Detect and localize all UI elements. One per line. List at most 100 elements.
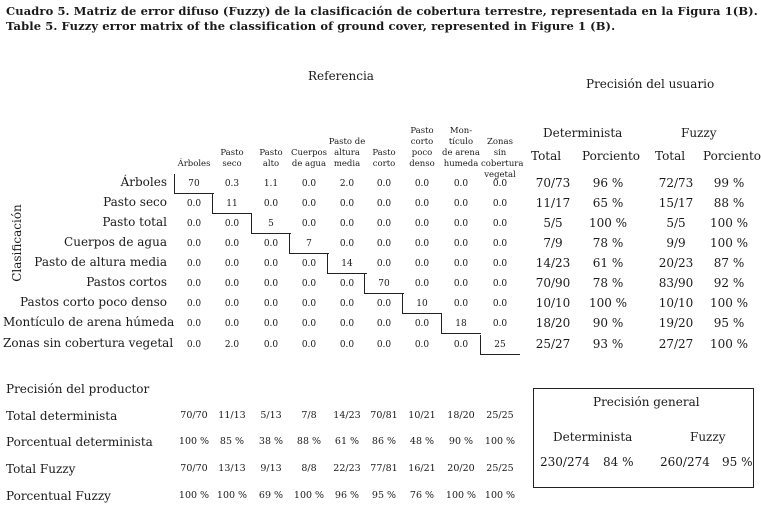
user-accuracy-det-pct: 65 % [592, 196, 624, 210]
overall-accuracy-box [533, 388, 754, 488]
row-label: Pasto seco [103, 195, 167, 209]
matrix-cell: 0.0 [339, 239, 355, 249]
matrix-cell: 0.0 [301, 259, 317, 269]
matrix-cell: 0.0 [301, 299, 317, 309]
producer-value: 100 % [178, 490, 210, 501]
producer-value: 10/21 [408, 410, 436, 421]
user-accuracy-fz-pct: 92 % [713, 276, 745, 290]
row-label: Zonas sin cobertura vegetal [3, 336, 174, 350]
producer-value: 11/13 [218, 410, 246, 421]
user-accuracy-fz-pct: 100 % [709, 216, 749, 230]
user-accuracy-fz-total: 15/17 [658, 196, 694, 210]
matrix-cell: 0.0 [263, 319, 279, 329]
matrix-cell: 0.0 [339, 319, 355, 329]
matrix-cell: 0.0 [224, 239, 240, 249]
matrix-cell: 0.0 [453, 279, 469, 289]
matrix-cell: 0.3 [224, 179, 240, 189]
matrix-cell: 0.0 [263, 279, 279, 289]
matrix-cell: 0.0 [263, 239, 279, 249]
diagonal-box [289, 234, 329, 254]
matrix-cell: 0.0 [376, 199, 392, 209]
user-accuracy-fz-pct: 100 % [709, 236, 749, 250]
producer-value: 16/21 [408, 463, 436, 474]
diagonal-box [174, 174, 214, 194]
matrix-cell: 0.0 [186, 239, 202, 249]
matrix-cell: 0.0 [186, 299, 202, 309]
producer-row-label: Total Fuzzy [6, 462, 76, 476]
producer-value: 96 % [334, 490, 360, 501]
matrix-cell: 0.0 [492, 199, 508, 209]
user-accuracy-det-total: 5/5 [543, 216, 563, 230]
usuario-determinista-header: Determinista [543, 126, 623, 140]
usuario-fz-pct-header: Porciento [703, 149, 761, 163]
diagonal-box [480, 335, 520, 355]
user-accuracy-fz-pct: 99 % [713, 176, 745, 190]
matrix-cell: 0.0 [453, 340, 469, 350]
matrix-cell: 0.0 [492, 179, 508, 189]
producer-value: 8/8 [301, 463, 317, 474]
producer-value: 95 % [371, 490, 397, 501]
matrix-cell: 0.0 [224, 279, 240, 289]
producer-value: 48 % [409, 436, 435, 447]
matrix-cell: 0.0 [414, 340, 430, 350]
column-header-line: Pasto [220, 148, 244, 158]
producer-value: 90 % [448, 436, 474, 447]
user-accuracy-fz-total: 27/27 [658, 337, 694, 351]
matrix-cell: 0.0 [492, 219, 508, 229]
column-header-line: Pasto [372, 148, 396, 158]
user-accuracy-det-pct: 100 % [588, 216, 628, 230]
producer-value: 9/13 [260, 463, 282, 474]
producer-value: 100 % [484, 436, 516, 447]
matrix-cell: 0.0 [186, 199, 202, 209]
user-accuracy-fz-pct: 95 % [713, 316, 745, 330]
producer-value: 100 % [293, 490, 325, 501]
diagonal-box [327, 254, 367, 274]
producer-value: 86 % [371, 436, 397, 447]
column-header-3: Pasto alto [252, 148, 290, 170]
column-header-line: vegetal [484, 170, 516, 180]
matrix-cell: 0.0 [186, 340, 202, 350]
matrix-cell: 0.0 [414, 259, 430, 269]
user-accuracy-fz-total: 19/20 [658, 316, 694, 330]
diagonal-box [251, 214, 291, 234]
row-label: Pasto de altura media [34, 255, 167, 269]
producer-value: 100 % [484, 490, 516, 501]
usuario-det-total-header: Total [531, 149, 562, 163]
matrix-cell: 0.0 [263, 299, 279, 309]
producer-value: 25/25 [486, 410, 514, 421]
column-header-4: Cuerpos de agua [290, 148, 328, 170]
row-label: Montículo de arena húmeda [3, 315, 175, 329]
matrix-cell: 0.0 [301, 219, 317, 229]
precision-usuario-header: Precisión del usuario [586, 77, 715, 91]
column-header-line: altura [334, 148, 360, 158]
user-accuracy-fz-total: 5/5 [666, 216, 686, 230]
matrix-cell: 0.0 [414, 319, 430, 329]
user-accuracy-fz-pct: 100 % [709, 296, 749, 310]
user-accuracy-det-pct: 96 % [592, 176, 624, 190]
producer-value: 13/13 [218, 463, 246, 474]
column-header-line: tículo [448, 137, 474, 147]
column-header-line: corto [410, 137, 434, 147]
matrix-cell: 0.0 [492, 319, 508, 329]
producer-value: 38 % [258, 436, 284, 447]
matrix-cell: 0.0 [224, 319, 240, 329]
matrix-cell: 0.0 [186, 259, 202, 269]
user-accuracy-det-pct: 78 % [592, 236, 624, 250]
matrix-cell: 0.0 [453, 199, 469, 209]
user-accuracy-fz-total: 72/73 [658, 176, 694, 190]
matrix-cell: 0.0 [376, 259, 392, 269]
matrix-cell: 0.0 [224, 259, 240, 269]
matrix-cell: 0.0 [414, 179, 430, 189]
producer-value: 100 % [178, 436, 210, 447]
matrix-cell: 0.0 [263, 199, 279, 209]
matrix-cell: 2.0 [339, 179, 355, 189]
matrix-cell: 10 [416, 299, 428, 309]
overall-accuracy-title: Precisión general [593, 395, 700, 409]
matrix-cell: 0.0 [414, 239, 430, 249]
producer-value: 100 % [216, 490, 248, 501]
producer-value: 5/13 [260, 410, 282, 421]
column-header-line: poco [411, 148, 433, 158]
matrix-cell: 0.0 [376, 299, 392, 309]
overall-fz-label: Fuzzy [690, 430, 726, 444]
overall-fz-total: 260/274 [660, 455, 710, 469]
